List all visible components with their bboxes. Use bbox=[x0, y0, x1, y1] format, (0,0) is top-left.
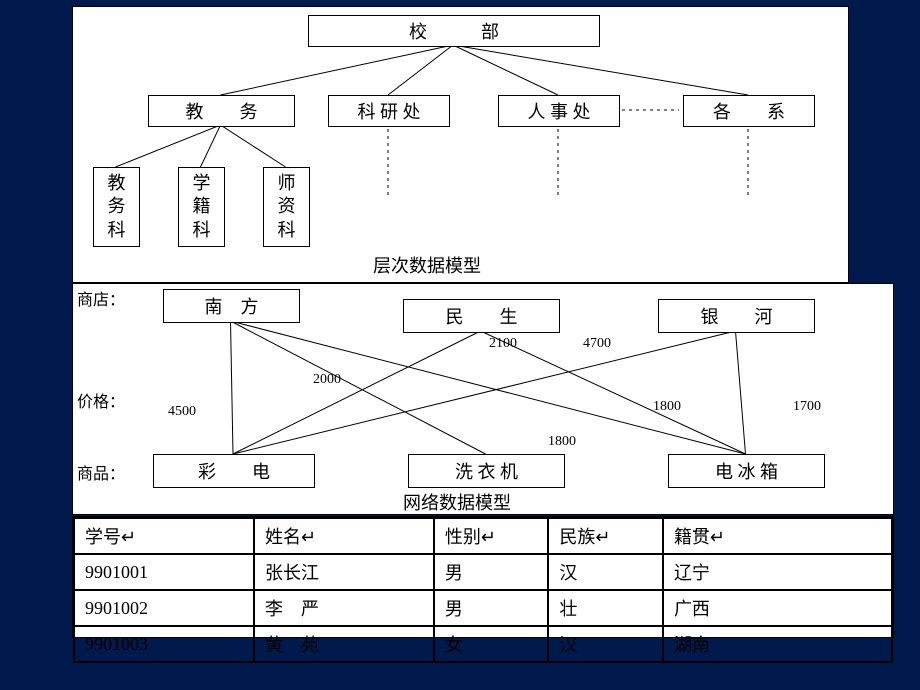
table-cell: 辽宁 bbox=[663, 554, 892, 590]
row-label-top: 商店： bbox=[77, 286, 125, 310]
table-cell: 男 bbox=[434, 590, 549, 626]
col-header: 民族↵ bbox=[548, 518, 663, 554]
net-node-xyj: 洗 衣 机 bbox=[408, 454, 565, 488]
edge-value-ms-cd: 2100 bbox=[489, 336, 517, 352]
net-node-yh: 银 河 bbox=[658, 299, 815, 333]
table-cell: 黄 苑 bbox=[254, 626, 434, 662]
table-cell: 汉 bbox=[548, 626, 663, 662]
col-header: 姓名↵ bbox=[254, 518, 434, 554]
edge-value-ms-dbx: 1800 bbox=[653, 399, 681, 415]
row-label-mid: 价格： bbox=[77, 388, 125, 412]
table-cell: 9901001 bbox=[74, 554, 254, 590]
edge-value-yh-dbx: 1700 bbox=[793, 399, 821, 415]
tree-node-ky: 科 研 处 bbox=[328, 95, 450, 127]
table-row: 9901002李 严男壮广西 bbox=[74, 590, 892, 626]
table-cell: 广西 bbox=[663, 590, 892, 626]
tree-node-root: 校 部 bbox=[308, 15, 600, 47]
table-cell: 男 bbox=[434, 554, 549, 590]
hierarchy-caption: 层次数据模型 bbox=[373, 252, 481, 278]
table-cell: 湖南 bbox=[663, 626, 892, 662]
net-node-dbx: 电 冰 箱 bbox=[668, 454, 825, 488]
tree-node-rs: 人 事 处 bbox=[498, 95, 620, 127]
table-cell: 9901002 bbox=[74, 590, 254, 626]
net-node-nf: 南 方 bbox=[163, 289, 300, 323]
table-cell: 汉 bbox=[548, 554, 663, 590]
tree-node-gx: 各 系 bbox=[683, 95, 815, 127]
table-row: 9901001张长江男汉辽宁 bbox=[74, 554, 892, 590]
network-panel: 商店： 价格： 商品： 南 方 民 生 银 河彩 电 洗 衣 机 电 冰 箱 4500 2… bbox=[72, 283, 894, 515]
table-cell: 9901003 bbox=[74, 626, 254, 662]
table-cell: 李 严 bbox=[254, 590, 434, 626]
table-cell: 壮 bbox=[548, 590, 663, 626]
table-cell: 女 bbox=[434, 626, 549, 662]
net-node-cd: 彩 电 bbox=[153, 454, 315, 488]
col-header: 籍贯↵ bbox=[663, 518, 892, 554]
tree-node-jw: 教 务 bbox=[148, 95, 295, 127]
edge-value-nf-xyj: 2000 bbox=[313, 372, 341, 388]
relation-table-panel: 学号↵姓名↵性别↵民族↵籍贯↵9901001张长江男汉辽宁9901002李 严男… bbox=[72, 516, 894, 638]
table-row: 9901003黄 苑女汉湖南 bbox=[74, 626, 892, 662]
tree-node-xjk: 学籍科 bbox=[178, 167, 225, 247]
tree-node-jwk: 教务科 bbox=[93, 167, 140, 247]
col-header: 学号↵ bbox=[74, 518, 254, 554]
edge-value-nf-dbx: 1800 bbox=[548, 434, 576, 450]
col-header: 性别↵ bbox=[434, 518, 549, 554]
edge-value-yh-cd: 4700 bbox=[583, 336, 611, 352]
network-caption: 网络数据模型 bbox=[403, 489, 511, 515]
relation-table: 学号↵姓名↵性别↵民族↵籍贯↵9901001张长江男汉辽宁9901002李 严男… bbox=[73, 517, 893, 663]
tree-node-szk: 师资科 bbox=[263, 167, 310, 247]
hierarchy-panel: 校 部教 务 科 研 处 人 事 处 各 系教务科学籍科师资科 层次数据模型 bbox=[72, 6, 849, 283]
edge-value-nf-cd: 4500 bbox=[168, 404, 196, 420]
table-cell: 张长江 bbox=[254, 554, 434, 590]
net-node-ms: 民 生 bbox=[403, 299, 560, 333]
row-label-bottom: 商品： bbox=[77, 460, 125, 484]
